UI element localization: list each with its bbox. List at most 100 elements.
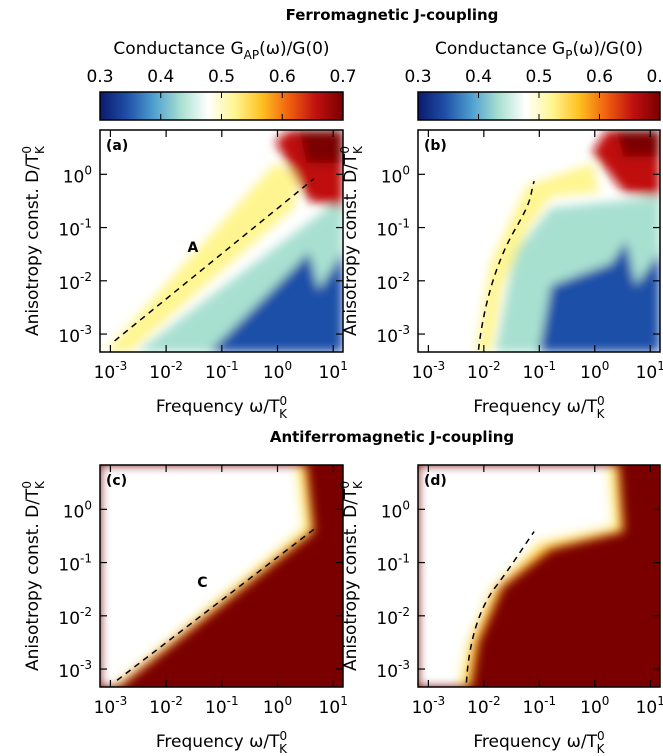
label-sub: K — [597, 407, 606, 421]
tick-exponent: -3 — [398, 323, 410, 337]
x-axis-label: Frequency ω/T0 K — [473, 394, 605, 421]
x-tick-label: 101 — [636, 694, 663, 718]
x-tick-label: 10-2 — [149, 694, 183, 718]
tick-base: 10 — [263, 698, 285, 718]
tick-base: 10 — [376, 556, 398, 576]
tick-exponent: 0 — [84, 498, 92, 512]
label-sub: K — [279, 407, 288, 421]
panel-label: (a) — [106, 138, 128, 154]
label-sub: K — [351, 480, 365, 489]
tick-base: 10 — [58, 556, 80, 576]
tick-exponent: 0 — [602, 359, 610, 373]
y-tick-label: 10-1 — [376, 552, 410, 576]
heatmap — [418, 130, 660, 352]
x-tick-label: 10-1 — [523, 694, 557, 718]
x-tick-label: 10-2 — [149, 359, 183, 383]
y-tick-label: 10-2 — [376, 605, 410, 629]
tick-base: 10 — [376, 274, 398, 294]
panel-label: (b) — [424, 138, 447, 154]
label-text: (ω)/G(0) — [572, 39, 642, 59]
tick-exponent: -2 — [80, 270, 92, 284]
tick-exponent: 0 — [402, 163, 410, 177]
tick-base: 10 — [523, 363, 545, 383]
heatmap-field — [476, 130, 660, 352]
tick-base: 10 — [412, 363, 434, 383]
label-text: Conductance G — [435, 39, 565, 59]
label-sup: 0 — [597, 729, 605, 743]
label-sub: K — [33, 480, 47, 489]
x-axis-label: Frequency ω/T0 K — [156, 394, 288, 421]
tick-base: 10 — [580, 363, 602, 383]
x-tick-label: 100 — [580, 359, 609, 383]
colorbar-tick-label: 0.4 — [147, 67, 174, 87]
tick-exponent: 0 — [284, 359, 292, 373]
tick-exponent: -2 — [489, 694, 501, 708]
x-tick-label: 101 — [319, 694, 348, 718]
tick-base: 10 — [205, 363, 227, 383]
label-text: Anisotropy const. D/T — [341, 488, 361, 671]
colorbar-tick-label: 0.6 — [269, 67, 296, 87]
tick-exponent: -1 — [544, 694, 556, 708]
label-text: (ω)/G(0) — [259, 39, 329, 59]
label-text: Anisotropy const. D/T — [23, 153, 43, 336]
y-tick-label: 10-2 — [376, 270, 410, 294]
tick-exponent: -3 — [433, 359, 445, 373]
label-sub: K — [351, 145, 365, 154]
section-title: Ferromagnetic J-coupling — [286, 6, 499, 24]
tick-exponent: -1 — [398, 217, 410, 231]
y-tick-label: 100 — [63, 498, 92, 522]
colorbar-tick-label: 0.5 — [208, 67, 235, 87]
heatmap-region — [476, 163, 600, 352]
label-text: Anisotropy const. D/T — [341, 153, 361, 336]
y-tick-label: 10-1 — [376, 217, 410, 241]
tick-exponent: -2 — [80, 605, 92, 619]
x-tick-label: 10-1 — [523, 359, 557, 383]
panel-label: (d) — [424, 473, 447, 489]
tick-exponent: -3 — [115, 359, 127, 373]
tick-exponent: -3 — [80, 658, 92, 672]
colorbar-tick-label: 0.7 — [646, 67, 663, 87]
dashed-guide — [116, 528, 315, 681]
heatmap-region — [209, 252, 343, 352]
y-axis-label: Anisotropy const. D/T0K — [338, 145, 365, 336]
label-sup: 0 — [338, 146, 352, 154]
y-tick-label: 100 — [381, 498, 410, 522]
heatmap-region — [616, 130, 660, 157]
tick-base: 10 — [412, 698, 434, 718]
tick-base: 10 — [467, 698, 489, 718]
heatmap — [100, 465, 343, 687]
tick-base: 10 — [580, 698, 602, 718]
x-tick-label: 100 — [263, 359, 292, 383]
heatmap-region — [299, 130, 343, 164]
x-tick-label: 101 — [636, 359, 663, 383]
tick-base: 10 — [58, 662, 80, 682]
label-text: Frequency ω/T — [473, 397, 597, 417]
tick-base: 10 — [58, 274, 80, 294]
tick-exponent: -3 — [398, 658, 410, 672]
label-text: Frequency ω/T — [156, 732, 280, 752]
tick-exponent: -2 — [398, 270, 410, 284]
y-axis-label: Anisotropy const. D/T0K — [20, 145, 47, 336]
colorbar-label: Conductance GAP(ω)/G(0) — [113, 39, 329, 62]
tick-exponent: -3 — [80, 323, 92, 337]
heatmap — [100, 130, 343, 352]
tick-base: 10 — [58, 327, 80, 347]
tick-exponent: -2 — [171, 359, 183, 373]
x-tick-label: 10-3 — [94, 694, 128, 718]
heatmap-region — [104, 163, 300, 352]
label-sup: 0 — [20, 146, 34, 154]
label-sup: 0 — [279, 394, 287, 408]
tick-base: 10 — [467, 363, 489, 383]
y-axis-label: Anisotropy const. D/T0K — [338, 480, 365, 671]
tick-base: 10 — [149, 698, 171, 718]
tick-exponent: 0 — [284, 694, 292, 708]
label-text: Frequency ω/T — [156, 397, 280, 417]
tick-base: 10 — [381, 502, 403, 522]
label-sup: 0 — [20, 481, 34, 489]
tick-exponent: -1 — [80, 217, 92, 231]
x-tick-label: 10-1 — [205, 694, 239, 718]
label-text: Anisotropy const. D/T — [23, 488, 43, 671]
colorbar-tick-label: 0.3 — [86, 67, 113, 87]
tick-base: 10 — [63, 167, 85, 187]
